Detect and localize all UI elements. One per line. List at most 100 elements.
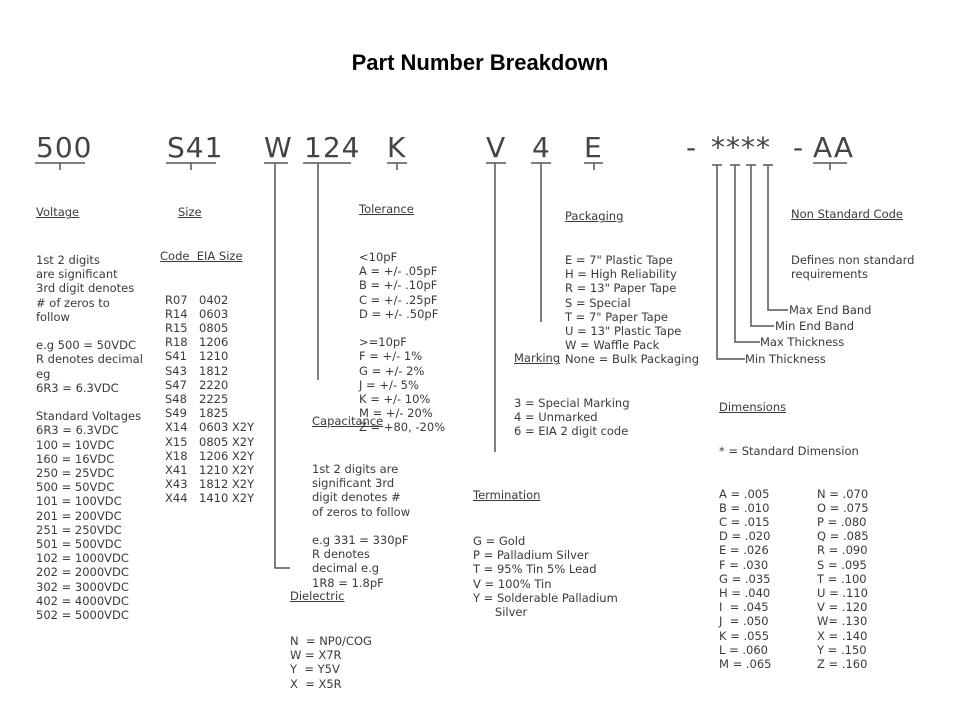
code-nonstandard: AA <box>813 131 855 164</box>
text-line: R denotes <box>312 547 370 562</box>
dielectric-connector <box>274 163 290 569</box>
table-cell: R15 <box>165 321 188 336</box>
table-cell: F = .030 <box>719 557 769 572</box>
table-row: R07 0402 <box>165 293 254 307</box>
size-block: Size Code EIA Size R07 0402 R14 0603 R15 0805… <box>160 177 254 520</box>
table-row: B = .010 O = .075 <box>719 501 869 515</box>
code-packaging: E <box>584 131 603 164</box>
table-row: I = .045 V = .120 <box>719 600 869 614</box>
table-row: X15 0805 X2Y <box>165 435 254 449</box>
table-row: L = .060 Y = .150 <box>719 643 869 657</box>
table-cell: 2225 <box>199 392 229 407</box>
text-line: R = 13" Paper Tape <box>565 281 677 296</box>
table-cell: R18 <box>165 335 188 350</box>
code-dash: - <box>793 131 805 164</box>
text-line: T = 7" Paper Tape <box>565 309 669 324</box>
text-line: None = Bulk Packaging <box>565 352 700 367</box>
table-row: S48 2225 <box>165 392 254 406</box>
table-row: F = .030 S = .095 <box>719 558 869 572</box>
table-cell: S48 <box>165 392 187 407</box>
text-line: 102 = 1000VDC <box>36 551 129 566</box>
table-cell: X43 <box>165 477 188 492</box>
text-line: Defines non standard <box>791 253 915 268</box>
text-line: 500 = 50VDC <box>36 480 115 495</box>
table-row: X41 1210 X2Y <box>165 463 254 477</box>
table-row: S43 1812 <box>165 364 254 378</box>
table-cell: 1825 <box>199 406 229 421</box>
text-line: Z = +80, -20% <box>359 420 446 435</box>
table-row: M = .065 Z = .160 <box>719 657 869 671</box>
size-heading: Size <box>178 205 202 220</box>
table-cell: P = .080 <box>817 515 867 530</box>
table-cell: J = .050 <box>719 614 769 629</box>
table-cell: 1210 <box>199 349 229 364</box>
text-line: 160 = 16VDC <box>36 451 115 466</box>
table-row: E = .026 R = .090 <box>719 543 869 557</box>
table-cell: R07 <box>165 292 188 307</box>
text-line: T = 95% Tin 5% Lead <box>473 562 597 577</box>
max-end-band-connector <box>767 165 788 311</box>
code-voltage: 500 <box>36 131 93 164</box>
table-cell: 1812 X2Y <box>199 477 255 492</box>
text-line <box>36 395 143 409</box>
table-row: H = .040 U = .110 <box>719 586 869 600</box>
table-cell: C = .015 <box>719 515 770 530</box>
text-line: Standard Voltages <box>36 409 142 424</box>
table-row: R15 0805 <box>165 321 254 335</box>
text-line: Silver <box>473 605 528 620</box>
table-cell: S43 <box>165 363 187 378</box>
text-line <box>312 519 410 533</box>
table-cell: 1206 X2Y <box>199 448 255 463</box>
text-line <box>36 324 143 338</box>
text-line: W = X7R <box>290 648 342 663</box>
table-cell: 1206 <box>199 335 229 350</box>
table-cell: B = .010 <box>719 500 770 515</box>
text-line: 201 = 200VDC <box>36 508 122 523</box>
table-cell: Y = .150 <box>817 642 867 657</box>
min-end-band-label: Min End Band <box>775 319 855 333</box>
table-row: X14 0603 X2Y <box>165 420 254 434</box>
code-tolerance: K <box>387 131 407 164</box>
table-row: X18 1206 X2Y <box>165 449 254 463</box>
table-cell: 0805 <box>199 321 229 336</box>
text-line: 202 = 2000VDC <box>36 565 129 580</box>
text-line: # of zeros to <box>36 295 110 310</box>
nonstandard-heading: Non Standard Code <box>791 207 903 222</box>
voltage-block: Voltage 1st 2 digits are significant 3rd d… <box>36 177 143 637</box>
table-cell: 0402 <box>199 292 229 307</box>
table-cell: I = .045 <box>719 600 769 615</box>
text-line: 6R3 = 6.3VDC <box>36 380 119 395</box>
text-line: 1st 2 digits <box>36 253 100 268</box>
capacitance-heading: Capacitance <box>312 414 384 429</box>
marking-block: Marking 3 = Special Marking 4 = Unmarked 6… <box>514 323 630 453</box>
text-line: 3rd digit denotes <box>36 281 135 296</box>
text-line: 501 = 500VDC <box>36 537 122 552</box>
text-line: decimal e.g <box>312 561 380 576</box>
table-cell: R14 <box>165 306 188 321</box>
text-line: eg <box>36 366 51 381</box>
table-cell: 1210 X2Y <box>199 463 255 478</box>
table-row: C = .015 P = .080 <box>719 515 869 529</box>
code-dash: - <box>686 131 698 164</box>
table-cell: K = .055 <box>719 628 770 643</box>
text-line: C = +/- .25pF <box>359 292 438 307</box>
max-end-band-label: Max End Band <box>789 303 872 317</box>
table-cell: G = .035 <box>719 571 771 586</box>
text-line: 302 = 3000VDC <box>36 579 129 594</box>
text-line: 251 = 250VDC <box>36 522 122 537</box>
text-line: 101 = 100VDC <box>36 494 122 509</box>
table-cell: S49 <box>165 406 187 421</box>
table-row: K = .055 X = .140 <box>719 629 869 643</box>
table-cell: 2220 <box>199 377 229 392</box>
text-line: 4 = Unmarked <box>514 410 598 425</box>
table-cell: X41 <box>165 463 188 478</box>
text-line: 6R3 = 6.3VDC <box>36 423 119 438</box>
text-line: 3 = Special Marking <box>514 396 630 411</box>
page-title: Part Number Breakdown <box>351 50 609 75</box>
text-line: A = +/- .05pF <box>359 264 438 279</box>
table-row: X44 1410 X2Y <box>165 491 254 505</box>
table-cell: X44 <box>165 491 188 506</box>
table-cell: 0805 X2Y <box>199 434 255 449</box>
text-line: W = Waffle Pack <box>565 338 660 353</box>
